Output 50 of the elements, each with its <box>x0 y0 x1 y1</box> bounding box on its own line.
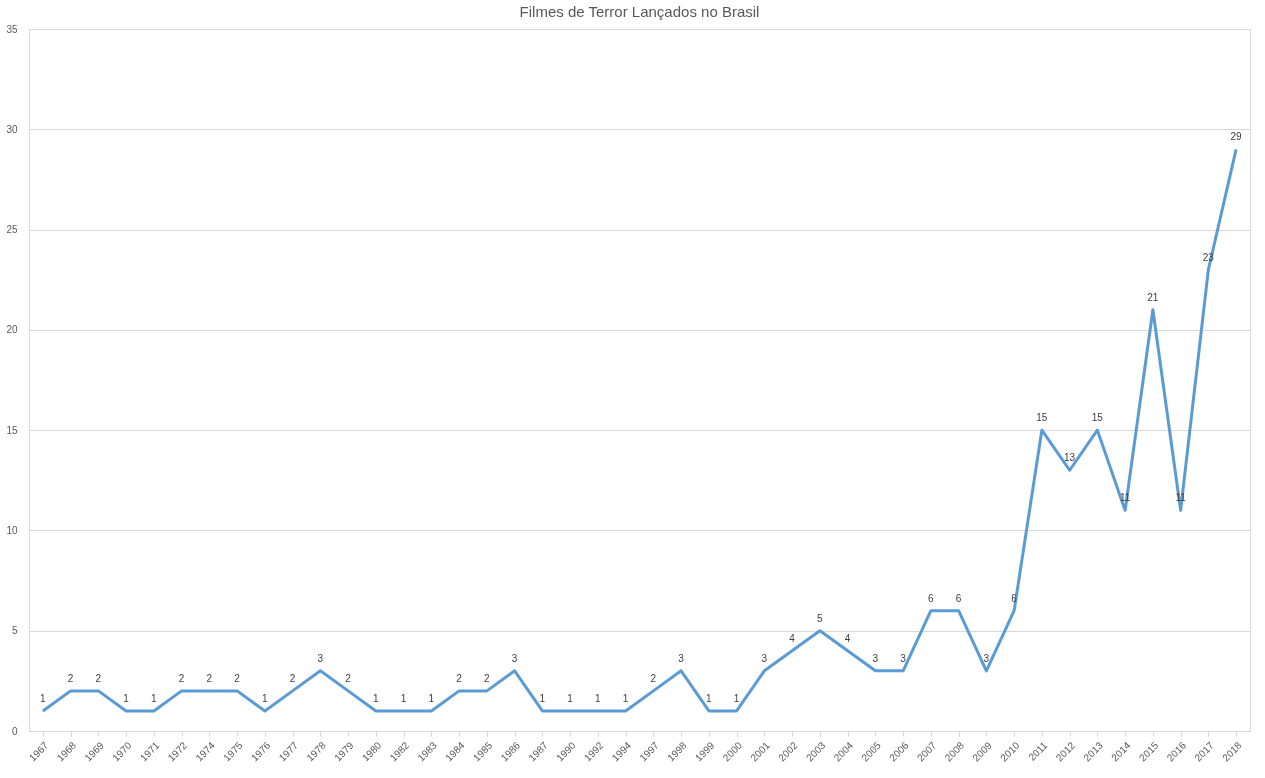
data-label: 2 <box>95 672 102 684</box>
y-tick-label: 10 <box>6 524 18 536</box>
data-label: 1 <box>123 692 130 704</box>
y-tick-label: 20 <box>6 324 18 336</box>
data-label: 2 <box>178 672 185 684</box>
data-label: 6 <box>928 592 935 604</box>
data-label: 2 <box>484 672 491 684</box>
data-label: 1 <box>151 692 158 704</box>
data-label: 1 <box>706 692 713 704</box>
data-label: 1 <box>567 692 574 704</box>
data-label: 3 <box>511 652 518 664</box>
data-label: 2 <box>456 672 463 684</box>
data-label: 1 <box>40 692 47 704</box>
y-tick-label: 35 <box>6 23 18 35</box>
data-label: 1 <box>262 692 269 704</box>
data-label: 2 <box>345 672 352 684</box>
data-label: 3 <box>761 652 768 664</box>
data-label: 1 <box>539 692 546 704</box>
y-tick-label: 15 <box>6 424 18 436</box>
data-label: 1 <box>400 692 407 704</box>
data-label: 3 <box>900 652 907 664</box>
data-label: 1 <box>595 692 602 704</box>
data-label: 2 <box>289 672 296 684</box>
data-label: 13 <box>1064 452 1076 464</box>
y-tick-label: 0 <box>11 725 18 737</box>
y-tick-label: 30 <box>6 123 18 135</box>
data-label: 2 <box>650 672 657 684</box>
data-label: 3 <box>872 652 879 664</box>
data-label: 15 <box>1091 412 1104 424</box>
data-label: 4 <box>844 632 851 644</box>
data-label: 5 <box>817 612 824 624</box>
chart-title: Filmes de Terror Lançados no Brasil <box>519 3 760 20</box>
data-label: 29 <box>1230 131 1243 143</box>
data-label: 4 <box>789 632 796 644</box>
data-label: 3 <box>983 652 990 664</box>
data-label: 6 <box>955 592 962 604</box>
y-tick-label: 5 <box>11 625 18 637</box>
data-label: 15 <box>1036 412 1048 424</box>
data-label: 1 <box>733 692 740 704</box>
data-label: 1 <box>373 692 380 704</box>
data-label: 2 <box>206 672 213 684</box>
data-label: 1 <box>622 692 629 704</box>
data-label: 3 <box>317 652 324 664</box>
data-label: 2 <box>234 672 241 684</box>
data-label: 21 <box>1147 291 1159 303</box>
data-label: 2 <box>67 672 74 684</box>
line-series <box>41 147 1238 713</box>
y-tick-label: 25 <box>6 224 18 236</box>
data-label: 1 <box>428 692 435 704</box>
data-label: 3 <box>678 652 685 664</box>
